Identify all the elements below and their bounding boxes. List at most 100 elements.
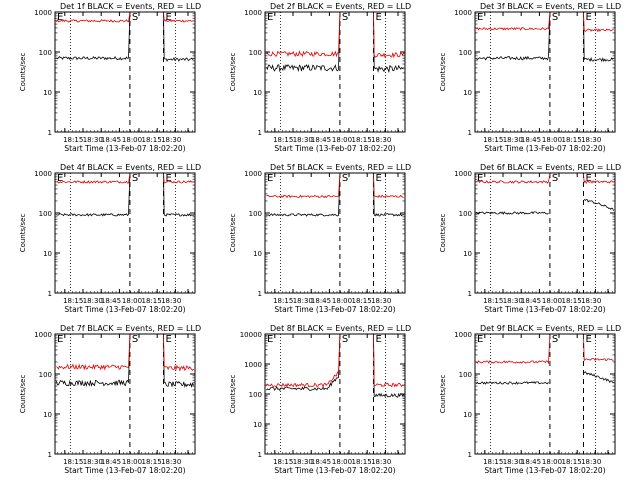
detector-panel-8: Det 8f BLACK = Events, RED = LLD 1 10 100 10…: [229, 324, 411, 475]
panel-title: Det 2f BLACK = Events, RED = LLD: [270, 2, 411, 11]
edge-marker-label: E: [57, 173, 63, 184]
lld-series-line: [476, 334, 551, 365]
lld-series-line: [266, 334, 341, 388]
plot-frame: [474, 172, 616, 294]
end-marker-label: E: [586, 173, 592, 184]
x-axis-label: Start Time (13-Feb-07 18:02:20): [274, 466, 395, 475]
y-axis-label: Counts/sec: [229, 375, 237, 414]
lld-series-line: [583, 12, 614, 33]
edge-marker-label: E: [477, 334, 483, 345]
y-tick-label: 100: [39, 49, 52, 57]
events-series-line: [476, 211, 549, 215]
panel-title: Det 8f BLACK = Events, RED = LLD: [270, 324, 411, 333]
x-tick-label: 18:30: [371, 297, 391, 305]
end-marker-label: E: [166, 12, 172, 23]
y-tick-label: 1: [258, 129, 262, 137]
y-axis-label: Counts/sec: [229, 214, 237, 253]
lld-series-line: [56, 334, 131, 371]
events-series-line: [163, 173, 194, 217]
events-series-line: [163, 12, 194, 62]
x-tick-label: 18:00: [332, 136, 352, 144]
x-tick-label: 18:00: [122, 136, 142, 144]
x-tick-label: 18:30: [581, 297, 601, 305]
lld-series-line: [583, 334, 614, 362]
x-tick-label: 18:45: [101, 136, 121, 144]
events-series-line: [56, 12, 131, 61]
x-tick-label: 18:15: [352, 136, 372, 144]
y-tick-label: 1000: [34, 170, 52, 178]
end-marker-label: E: [586, 12, 592, 23]
start-marker-label: S: [342, 12, 348, 23]
edge-marker-label: E: [267, 12, 273, 23]
x-axis-label: Start Time (13-Feb-07 18:02:20): [64, 466, 185, 475]
x-tick-label: 18:15: [352, 458, 372, 466]
end-marker-label: E: [376, 334, 382, 345]
events-series-line: [266, 12, 341, 73]
lld-series-line: [163, 12, 194, 23]
x-tick-label: 18:15: [63, 458, 83, 466]
x-tick-label: 18:30: [293, 297, 313, 305]
x-tick-label: 18:30: [581, 458, 601, 466]
events-series-line: [373, 173, 404, 217]
y-tick-label: 10000: [240, 331, 262, 339]
y-axis-label: Counts/sec: [439, 375, 447, 414]
events-series-line: [583, 12, 614, 63]
y-tick-label: 10: [463, 250, 472, 258]
end-marker-label: E: [376, 12, 382, 23]
y-axis-label: Counts/sec: [19, 375, 27, 414]
events-series-line: [476, 12, 551, 61]
panel-title: Det 7f BLACK = Events, RED = LLD: [60, 324, 201, 333]
y-tick-label: 100: [249, 49, 262, 57]
y-tick-label: 10: [43, 411, 52, 419]
y-tick-label: 1: [468, 290, 472, 298]
y-tick-label: 100: [459, 210, 472, 218]
x-tick-label: 18:30: [581, 136, 601, 144]
events-series-line: [266, 173, 341, 217]
end-marker-label: E: [166, 334, 172, 345]
x-tick-label: 18:30: [503, 458, 523, 466]
x-tick-label: 18:15: [562, 136, 582, 144]
detector-panel-3: Det 3f BLACK = Events, RED = LLD 1 10 100 10…: [439, 2, 621, 153]
x-tick-label: 18:45: [521, 458, 541, 466]
lld-series-line: [266, 12, 341, 58]
lld-series-line: [163, 173, 194, 184]
edge-marker-label: E: [57, 334, 63, 345]
plot-frame: [264, 11, 406, 133]
plot-frame: [264, 333, 406, 455]
y-tick-label: 1: [48, 129, 52, 137]
y-axis-label: Counts/sec: [229, 53, 237, 92]
x-tick-label: 18:15: [273, 458, 293, 466]
detector-panel-2: Det 2f BLACK = Events, RED = LLD 1 10 100 10…: [229, 2, 411, 153]
y-axis-label: Counts/sec: [439, 53, 447, 92]
y-tick-label: 1000: [454, 9, 472, 17]
y-tick-label: 1: [468, 129, 472, 137]
x-axis-label: Start Time (13-Feb-07 18:02:20): [274, 144, 395, 153]
x-tick-label: 18:15: [483, 458, 503, 466]
x-tick-label: 18:30: [83, 136, 103, 144]
start-marker-label: S: [552, 334, 558, 345]
plot-frame: [54, 11, 196, 133]
x-tick-label: 18:45: [311, 458, 331, 466]
x-tick-label: 18:30: [161, 458, 181, 466]
x-tick-label: 18:30: [161, 136, 181, 144]
x-tick-label: 18:30: [83, 458, 103, 466]
y-axis-label: Counts/sec: [439, 214, 447, 253]
events-series-line: [373, 12, 404, 74]
x-tick-label: 18:15: [63, 297, 83, 305]
x-tick-label: 18:00: [542, 297, 562, 305]
panel-title: Det 6f BLACK = Events, RED = LLD: [480, 163, 621, 172]
panel-title: Det 9f BLACK = Events, RED = LLD: [480, 324, 621, 333]
plot-frame: [474, 333, 616, 455]
x-tick-label: 18:15: [273, 297, 293, 305]
events-series-line: [56, 173, 131, 217]
x-tick-label: 18:15: [483, 297, 503, 305]
y-tick-label: 10: [253, 421, 262, 429]
x-tick-label: 18:45: [101, 297, 121, 305]
x-tick-label: 18:15: [142, 136, 162, 144]
edge-marker-label: E: [57, 12, 63, 23]
detector-panel-9: Det 9f BLACK = Events, RED = LLD 1 10 100 10…: [439, 324, 621, 475]
x-tick-label: 18:30: [83, 297, 103, 305]
lld-series-line: [476, 12, 551, 31]
y-tick-label: 1000: [244, 170, 262, 178]
x-tick-label: 18:00: [332, 297, 352, 305]
